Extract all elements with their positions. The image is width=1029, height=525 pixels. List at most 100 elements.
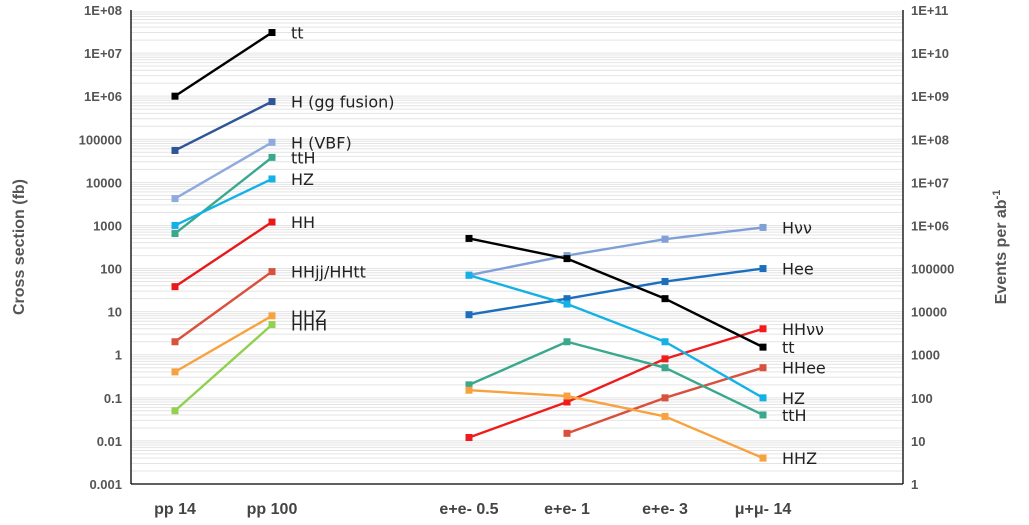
data-point <box>171 230 179 238</box>
series-label: Hee <box>782 260 814 279</box>
left-axis-title: Cross section (fb) <box>11 179 28 315</box>
series-label: HHH <box>291 316 327 335</box>
y-tick-label: 1E+06 <box>84 89 122 104</box>
y-tick-label: 100 <box>100 262 122 277</box>
series-label: HHZ <box>291 307 326 326</box>
series-H (VBF) <box>171 138 276 203</box>
series-label: H (VBF) <box>291 133 352 152</box>
series-tt <box>465 234 767 351</box>
y2-tick-label: 1000 <box>911 348 940 363</box>
data-point <box>759 394 767 402</box>
series-line <box>468 274 764 399</box>
series-labels: ttH (gg fusion)H (VBF)ttHHZHHHHjj/HHttHH… <box>291 24 826 469</box>
data-point <box>268 138 276 146</box>
data-point <box>759 265 767 273</box>
series-HH <box>171 218 276 291</box>
series-label: HZ <box>291 170 314 189</box>
right-axis-title: Events per ab-1 <box>991 190 1010 305</box>
series-label: HZ <box>782 389 805 408</box>
y-tick-label: 1E+08 <box>84 3 122 18</box>
data-point <box>268 98 276 106</box>
data-point <box>661 364 669 372</box>
y2-tick-label: 100000 <box>911 262 954 277</box>
x-category-label: pp 100 <box>247 501 298 518</box>
y2-tick-label: 1E+09 <box>911 89 949 104</box>
series-layer <box>171 29 767 462</box>
series-label: tt <box>291 24 304 43</box>
y2-tick-label: 1E+10 <box>911 46 949 61</box>
series-line <box>174 314 273 373</box>
y2-tick-label: 1E+07 <box>911 175 949 190</box>
data-point <box>661 355 669 363</box>
series-label: Hνν <box>782 218 812 237</box>
x-category-label: pp 14 <box>154 501 196 518</box>
data-point <box>171 195 179 203</box>
data-point <box>759 364 767 372</box>
series-line <box>468 389 764 460</box>
data-point <box>563 398 571 406</box>
series-label: H (gg fusion) <box>291 93 394 112</box>
y-tick-label: 100000 <box>79 132 122 147</box>
series-line <box>468 327 764 439</box>
y-tick-label: 0.1 <box>104 391 122 406</box>
data-point <box>465 311 473 319</box>
axes-layer <box>130 10 904 485</box>
y2-tick-label: 1E+11 <box>911 3 948 18</box>
data-point <box>563 300 571 308</box>
data-point <box>171 221 179 229</box>
series-line <box>174 323 273 412</box>
data-point <box>661 235 669 243</box>
series-line <box>174 100 273 152</box>
data-point <box>268 218 276 226</box>
data-point <box>465 381 473 389</box>
data-point <box>563 295 571 303</box>
series-label: ttH <box>782 406 807 425</box>
data-point <box>268 175 276 183</box>
data-point <box>661 338 669 346</box>
data-point <box>661 394 669 402</box>
series-ttH <box>171 153 276 238</box>
y2-tick-label: 10000 <box>911 305 947 320</box>
data-point <box>465 386 473 394</box>
y-tick-label: 1000 <box>93 219 122 234</box>
y-tick-label: 10 <box>108 305 122 320</box>
data-point <box>171 283 179 291</box>
series-label: HH <box>291 213 315 232</box>
data-point <box>268 153 276 161</box>
right-y-tick-labels: 1E+11 1E+10 1E+09 1E+08 1E+07 1E+06 100000 1000… <box>911 3 954 492</box>
series-HHνν <box>465 325 767 441</box>
series-HHZ <box>465 386 767 462</box>
y2-tick-label: 1E+08 <box>911 132 949 147</box>
series-label: HHνν <box>782 320 824 339</box>
data-point <box>268 29 276 37</box>
series-ttH <box>465 338 767 419</box>
data-point <box>268 312 276 320</box>
data-point <box>171 146 179 154</box>
data-point <box>661 295 669 303</box>
data-point <box>171 92 179 100</box>
data-point <box>563 392 571 400</box>
series-line <box>468 237 764 349</box>
y-tick-label: 0.01 <box>97 434 122 449</box>
data-point <box>171 338 179 346</box>
y2-tick-label: 10 <box>911 434 925 449</box>
y-tick-label: 1E+07 <box>84 46 122 61</box>
series-line <box>468 340 764 417</box>
y-tick-label: 10000 <box>86 175 122 190</box>
x-category-label: e+e- 0.5 <box>439 501 498 518</box>
data-point <box>465 434 473 441</box>
series-line <box>174 177 273 227</box>
series-H (gg fusion) <box>171 98 276 154</box>
data-point <box>661 412 669 420</box>
data-point <box>661 278 669 286</box>
data-point <box>563 255 571 263</box>
data-point <box>759 454 767 462</box>
series-HZ <box>465 271 767 402</box>
data-point <box>268 321 276 329</box>
x-category-label: e+e- 1 <box>544 501 590 518</box>
series-label: HHjj/HHtt <box>291 263 366 282</box>
data-point <box>563 338 571 346</box>
series-label: tt <box>782 338 795 357</box>
grid-layer <box>131 11 903 485</box>
series-tt <box>171 29 276 100</box>
